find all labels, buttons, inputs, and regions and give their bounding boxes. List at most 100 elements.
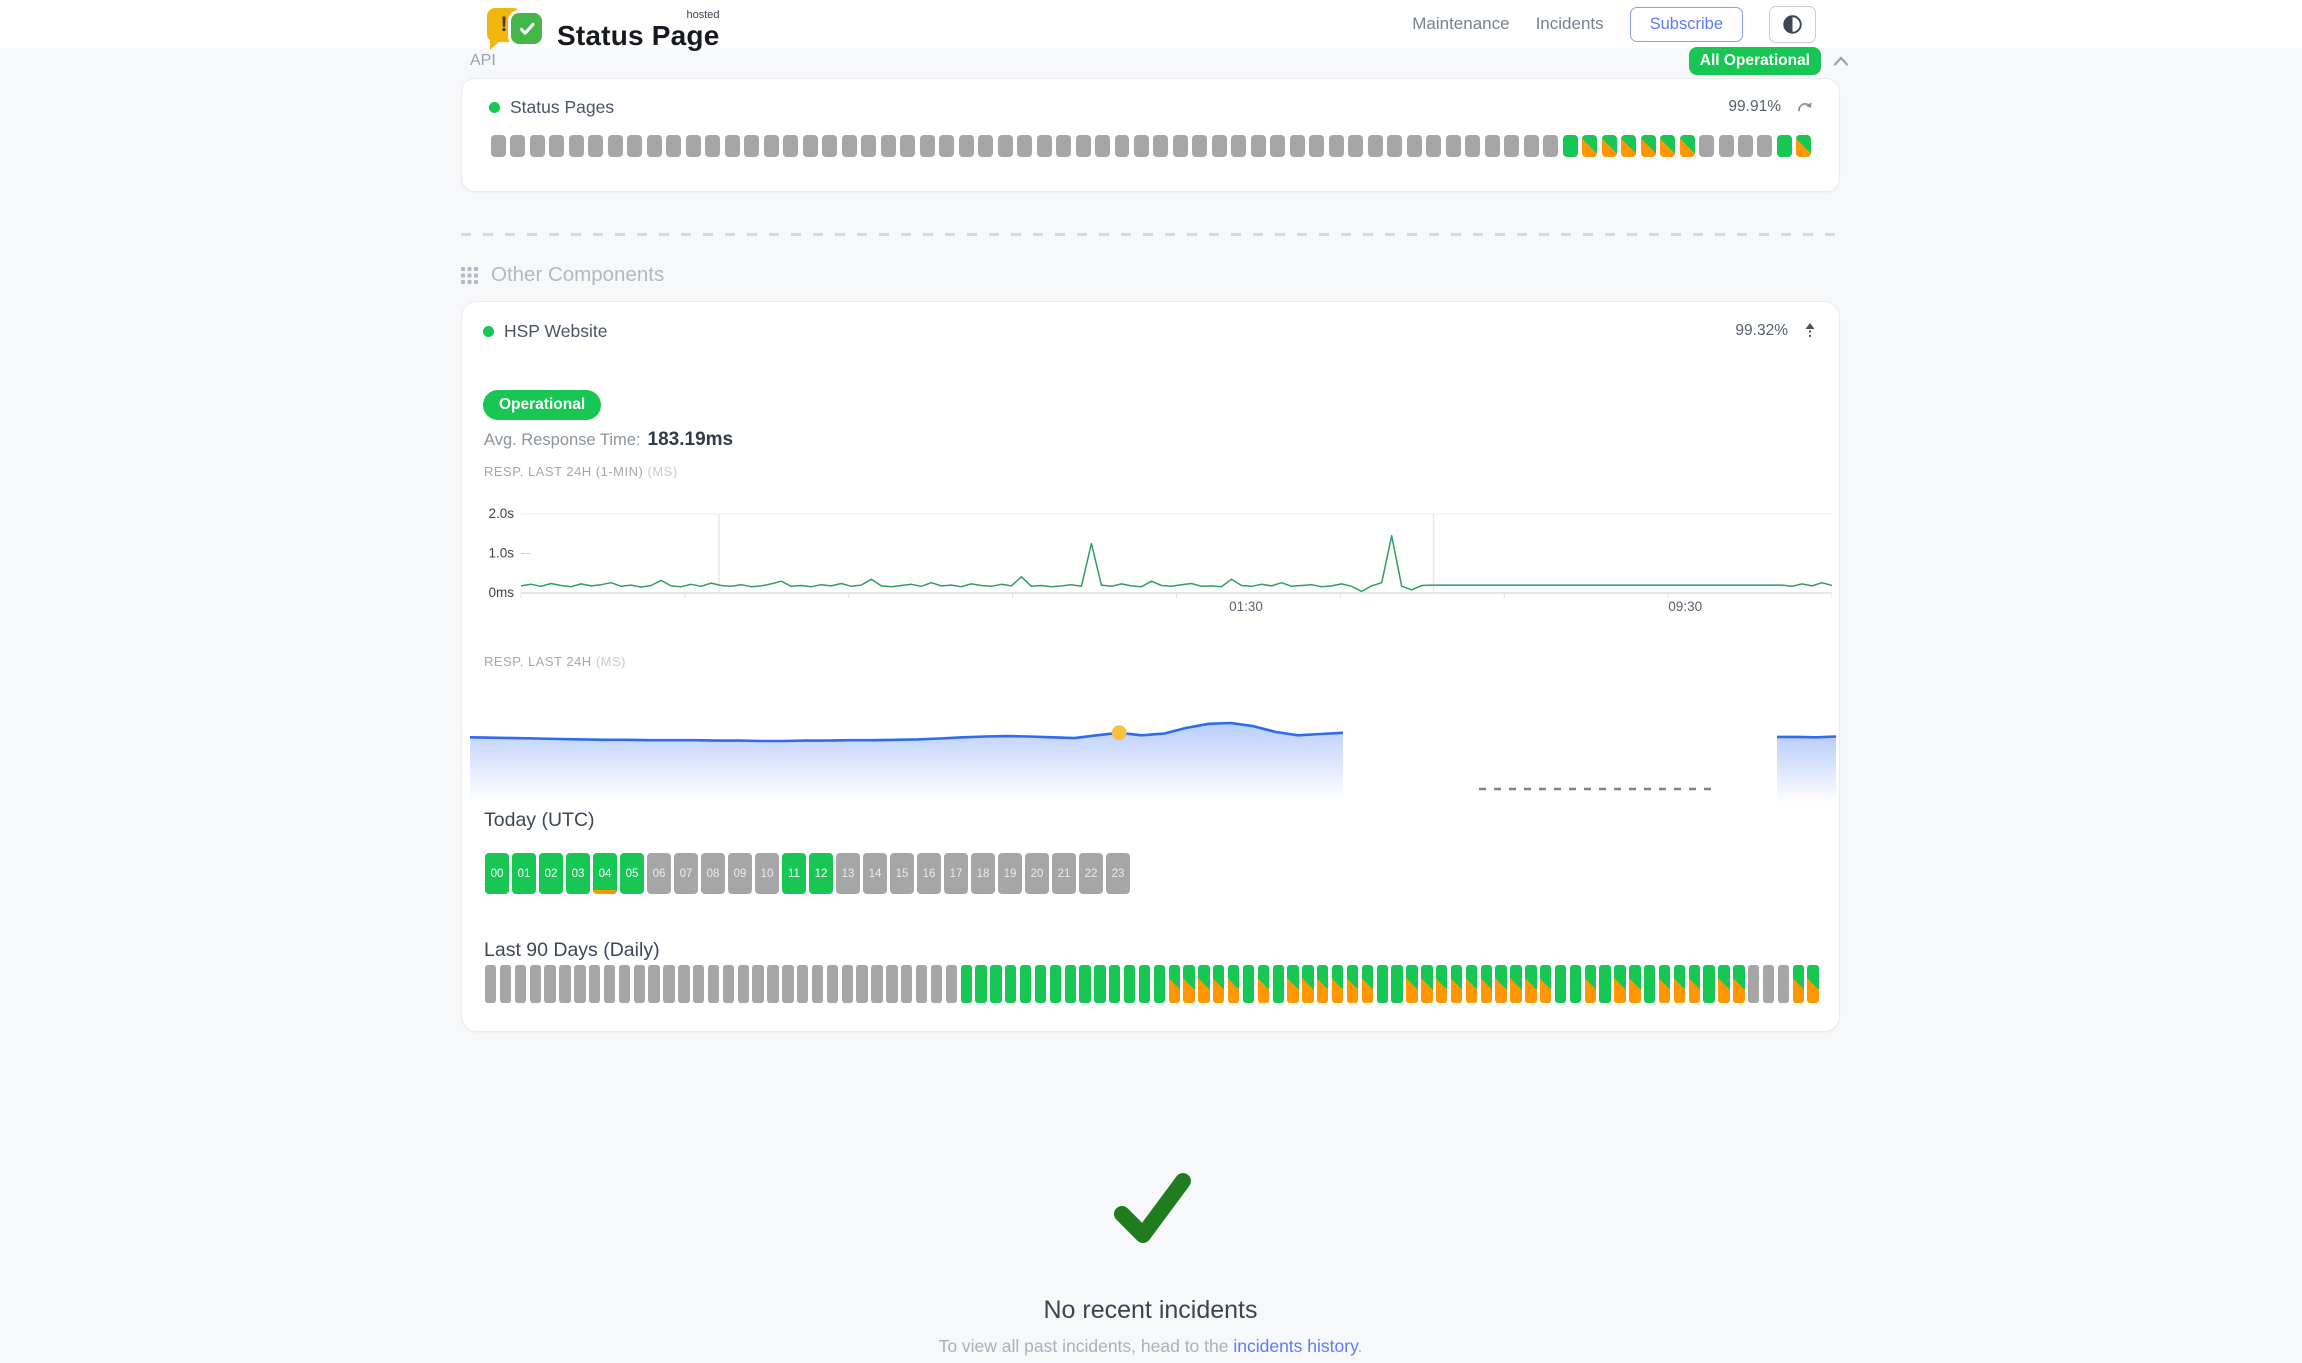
uptime-bar[interactable]: [549, 135, 565, 157]
uptime-bar[interactable]: [685, 135, 701, 157]
uptime-bar[interactable]: [880, 135, 896, 157]
hour-cell[interactable]: 09: [728, 853, 752, 894]
hour-cell[interactable]: 14: [863, 853, 887, 894]
uptime-bar[interactable]: [1718, 135, 1734, 157]
day-bar[interactable]: [1584, 965, 1596, 1003]
uptime-bar[interactable]: [1153, 135, 1169, 157]
uptime-bar[interactable]: [1211, 135, 1227, 157]
uptime-bar[interactable]: [861, 135, 877, 157]
uptime-bar[interactable]: [1562, 135, 1578, 157]
uptime-bar[interactable]: [568, 135, 584, 157]
uptime-bar[interactable]: [1582, 135, 1598, 157]
day-bar[interactable]: [767, 965, 779, 1003]
day-bar[interactable]: [722, 965, 735, 1003]
day-bar[interactable]: [871, 965, 883, 1003]
uptime-bar[interactable]: [1348, 135, 1364, 157]
uptime-bar[interactable]: [1465, 135, 1481, 157]
day-bar[interactable]: [797, 965, 809, 1003]
day-bar[interactable]: [678, 965, 690, 1003]
day-bar[interactable]: [1495, 965, 1507, 1003]
day-bar[interactable]: [1168, 965, 1180, 1003]
day-bar[interactable]: [1079, 965, 1091, 1003]
hour-cell[interactable]: 02: [539, 853, 563, 894]
uptime-bar[interactable]: [1192, 135, 1208, 157]
uptime-bar[interactable]: [705, 135, 721, 157]
day-bar[interactable]: [648, 965, 660, 1003]
uptime-bar[interactable]: [1133, 135, 1149, 157]
uptime-bar[interactable]: [744, 135, 760, 157]
arrow-up-icon[interactable]: [1802, 321, 1818, 341]
nav-maintenance[interactable]: Maintenance: [1412, 14, 1510, 33]
hour-cell[interactable]: 07: [674, 853, 698, 894]
day-bar[interactable]: [1034, 965, 1047, 1003]
response-area-chart[interactable]: [470, 680, 1836, 815]
hour-cell[interactable]: 04: [593, 853, 617, 894]
subscribe-button[interactable]: Subscribe: [1629, 6, 1743, 42]
day-bar[interactable]: [841, 965, 853, 1003]
day-bar[interactable]: [589, 965, 601, 1003]
day-bar[interactable]: [1302, 965, 1314, 1003]
day-bar[interactable]: [811, 965, 824, 1003]
day-bar[interactable]: [752, 965, 764, 1003]
day-bar[interactable]: [1480, 965, 1492, 1003]
day-bar[interactable]: [1629, 965, 1641, 1003]
day-bar[interactable]: [1361, 965, 1374, 1003]
uptime-bar[interactable]: [1367, 135, 1383, 157]
day-bar[interactable]: [1540, 965, 1552, 1003]
uptime-bar[interactable]: [1523, 135, 1539, 157]
uptime-bar[interactable]: [1095, 135, 1110, 157]
day-bar[interactable]: [1777, 965, 1790, 1003]
day-bar[interactable]: [782, 965, 794, 1003]
uptime-bar[interactable]: [491, 135, 506, 157]
uptime-bar[interactable]: [1640, 135, 1656, 157]
uptime-bar[interactable]: [1543, 135, 1559, 157]
uptime-bar[interactable]: [1075, 135, 1091, 157]
uptime-bar[interactable]: [1172, 135, 1188, 157]
day-bar[interactable]: [1153, 965, 1166, 1003]
day-bar[interactable]: [574, 965, 586, 1003]
uptime-bar[interactable]: [1250, 135, 1266, 157]
uptime-bar[interactable]: [1328, 135, 1344, 157]
hour-cell[interactable]: 17: [944, 853, 968, 894]
day-bar[interactable]: [930, 965, 943, 1003]
day-bar[interactable]: [1569, 965, 1582, 1003]
hour-cell[interactable]: 18: [971, 853, 995, 894]
day-bar[interactable]: [633, 965, 645, 1003]
uptime-bar[interactable]: [1484, 135, 1500, 157]
day-bar[interactable]: [1718, 965, 1730, 1003]
uptime-bar[interactable]: [978, 135, 994, 157]
day-bar[interactable]: [1198, 965, 1210, 1003]
day-bar[interactable]: [1599, 965, 1611, 1003]
day-bar[interactable]: [1346, 965, 1359, 1003]
day-bar[interactable]: [603, 965, 616, 1003]
uptime-bar[interactable]: [919, 135, 935, 157]
day-bar[interactable]: [1421, 965, 1433, 1003]
chevron-up-icon[interactable]: [1830, 54, 1852, 68]
uptime-bar[interactable]: [1796, 135, 1812, 157]
hour-cell[interactable]: 10: [755, 853, 779, 894]
day-bar[interactable]: [1317, 965, 1329, 1003]
day-bar[interactable]: [1510, 965, 1522, 1003]
day-bar[interactable]: [707, 965, 720, 1003]
day-bar[interactable]: [1703, 965, 1715, 1003]
day-bar[interactable]: [693, 965, 705, 1003]
day-bar[interactable]: [1049, 965, 1062, 1003]
theme-toggle-button[interactable]: [1769, 5, 1816, 43]
uptime-bar[interactable]: [1738, 135, 1753, 157]
uptime-bar[interactable]: [783, 135, 799, 157]
day-bar[interactable]: [1525, 965, 1537, 1003]
day-bar[interactable]: [1094, 965, 1106, 1003]
hour-cell[interactable]: 08: [701, 853, 725, 894]
day-bar[interactable]: [1272, 965, 1284, 1003]
uptime-bar[interactable]: [763, 135, 779, 157]
uptime-bar[interactable]: [1445, 135, 1461, 157]
uptime-bar[interactable]: [1757, 135, 1773, 157]
hour-cell[interactable]: 19: [998, 853, 1022, 894]
day-bar[interactable]: [975, 965, 987, 1003]
uptime-bar[interactable]: [607, 135, 623, 157]
day-bar[interactable]: [1554, 965, 1567, 1003]
uptime-bar[interactable]: [1056, 135, 1072, 157]
day-bar[interactable]: [1183, 965, 1195, 1003]
day-bar[interactable]: [544, 965, 556, 1003]
day-bar[interactable]: [618, 965, 631, 1003]
